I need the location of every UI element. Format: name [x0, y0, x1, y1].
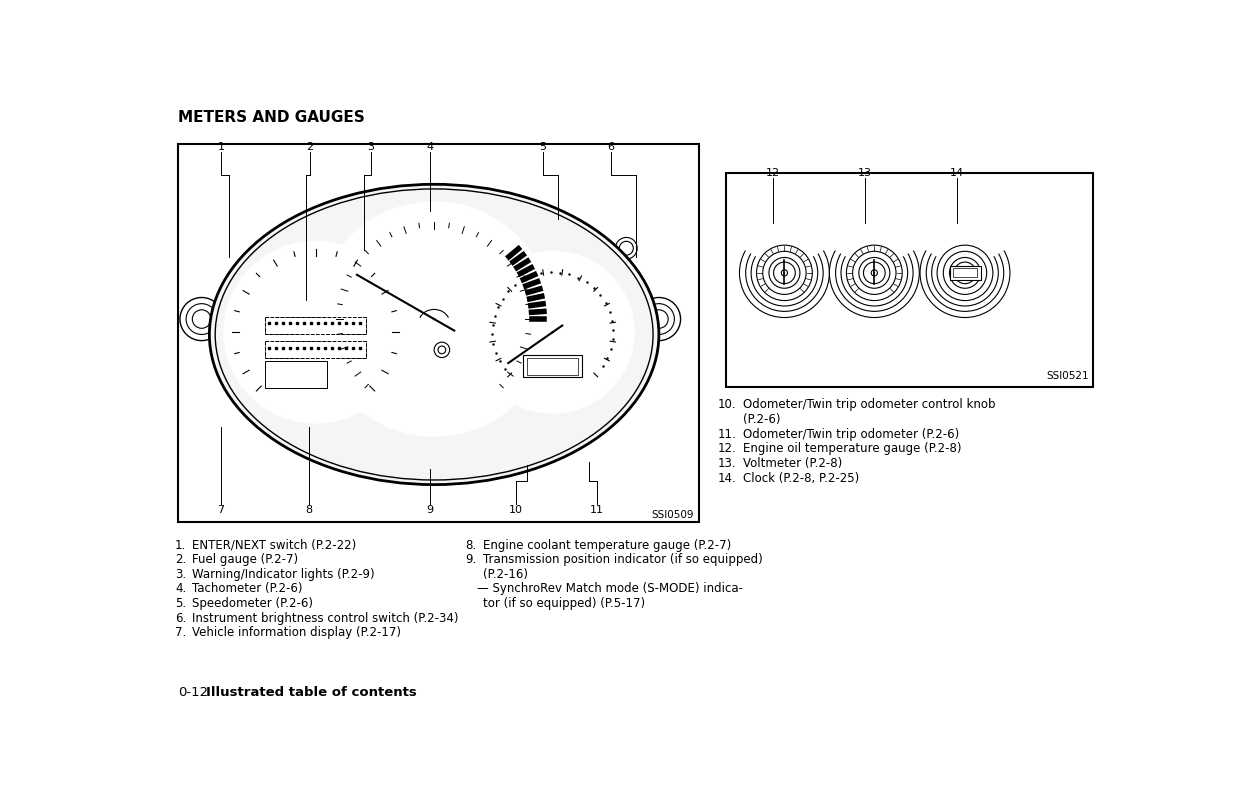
- Text: 7.: 7.: [175, 626, 186, 639]
- Text: Instrument brightness control switch (P.2-34): Instrument brightness control switch (P.…: [192, 611, 459, 625]
- Text: 5.: 5.: [175, 597, 186, 610]
- Text: 9.: 9.: [465, 553, 477, 566]
- Bar: [524, 355, 582, 377]
- Text: Engine oil temperature gauge (P.2-8): Engine oil temperature gauge (P.2-8): [742, 442, 961, 456]
- Text: 6.: 6.: [175, 611, 186, 625]
- Bar: [953, 268, 978, 278]
- Text: 11: 11: [589, 505, 604, 516]
- Text: SSI0521: SSI0521: [1046, 370, 1090, 381]
- Bar: [266, 317, 366, 334]
- Text: 2: 2: [307, 142, 314, 152]
- Text: 11.: 11.: [717, 428, 736, 440]
- Text: (P.2-6): (P.2-6): [742, 413, 781, 426]
- Bar: [179, 144, 699, 522]
- Bar: [527, 358, 578, 374]
- Text: tor (if so equipped) (P.5-17): tor (if so equipped) (P.5-17): [483, 597, 645, 610]
- Circle shape: [316, 202, 552, 436]
- Text: 10.: 10.: [717, 398, 736, 412]
- Text: Illustrated table of contents: Illustrated table of contents: [206, 686, 416, 699]
- Text: — SynchroRev Match mode (S-MODE) indica-: — SynchroRev Match mode (S-MODE) indica-: [477, 583, 743, 595]
- Text: 1.: 1.: [175, 539, 186, 551]
- Text: Clock (P.2-8, P.2-25): Clock (P.2-8, P.2-25): [742, 472, 859, 484]
- Text: Vehicle information display (P.2-17): Vehicle information display (P.2-17): [192, 626, 401, 639]
- Text: Fuel gauge (P.2-7): Fuel gauge (P.2-7): [192, 553, 298, 566]
- Ellipse shape: [215, 189, 653, 480]
- Text: 4: 4: [427, 142, 434, 152]
- Text: Warning/Indicator lights (P.2-9): Warning/Indicator lights (P.2-9): [192, 567, 375, 581]
- Text: ENTER/NEXT switch (P.2-22): ENTER/NEXT switch (P.2-22): [192, 539, 356, 551]
- Text: 3.: 3.: [175, 567, 186, 581]
- Circle shape: [225, 241, 407, 423]
- Text: 13: 13: [858, 168, 872, 178]
- Text: 4.: 4.: [175, 583, 186, 595]
- Text: Odometer/Twin trip odometer control knob: Odometer/Twin trip odometer control knob: [742, 398, 995, 412]
- Text: 0-12: 0-12: [179, 686, 208, 699]
- Text: 7: 7: [217, 505, 225, 516]
- Circle shape: [438, 346, 446, 354]
- Ellipse shape: [210, 184, 659, 484]
- Text: Transmission position indicator (if so equipped): Transmission position indicator (if so e…: [483, 553, 763, 566]
- Text: 1: 1: [217, 142, 225, 152]
- Bar: [266, 342, 366, 358]
- Bar: [949, 266, 980, 280]
- Text: Tachometer (P.2-6): Tachometer (P.2-6): [192, 583, 303, 595]
- Text: 14: 14: [951, 168, 964, 178]
- Text: 10: 10: [509, 505, 522, 516]
- Text: 2.: 2.: [175, 553, 186, 566]
- Text: Engine coolant temperature gauge (P.2-7): Engine coolant temperature gauge (P.2-7): [483, 539, 731, 551]
- Text: (P.2-16): (P.2-16): [483, 567, 527, 581]
- Text: 12.: 12.: [717, 442, 736, 456]
- Bar: [266, 317, 366, 334]
- Text: SSI0509: SSI0509: [652, 510, 694, 520]
- Circle shape: [472, 251, 634, 413]
- Text: 5: 5: [539, 142, 546, 152]
- Text: Speedometer (P.2-6): Speedometer (P.2-6): [192, 597, 313, 610]
- Circle shape: [434, 342, 449, 358]
- Text: 8: 8: [305, 505, 313, 516]
- Text: Odometer/Twin trip odometer (P.2-6): Odometer/Twin trip odometer (P.2-6): [742, 428, 959, 440]
- Bar: [266, 342, 366, 358]
- Bar: [726, 172, 1093, 387]
- Text: 9: 9: [427, 505, 434, 516]
- Text: Voltmeter (P.2-8): Voltmeter (P.2-8): [742, 457, 841, 470]
- Text: 8.: 8.: [465, 539, 477, 551]
- Text: 14.: 14.: [717, 472, 736, 484]
- Text: 12: 12: [766, 168, 779, 178]
- Text: 3: 3: [367, 142, 374, 152]
- Text: 6: 6: [607, 142, 614, 152]
- Text: 13.: 13.: [717, 457, 736, 470]
- Text: METERS AND GAUGES: METERS AND GAUGES: [179, 109, 365, 124]
- Bar: [266, 361, 328, 389]
